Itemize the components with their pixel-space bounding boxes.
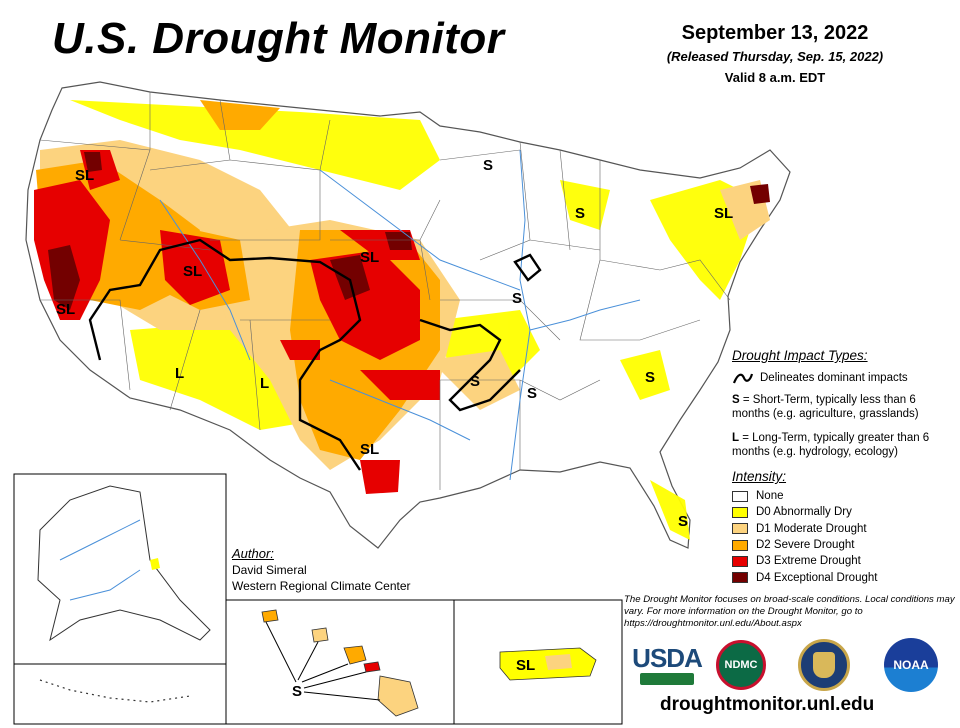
label-l-nevada: L: [175, 365, 184, 382]
website-link[interactable]: droughtmonitor.unl.edu: [660, 694, 875, 715]
short-term-note: S = Short-Term, typically less than 6 mo…: [732, 393, 954, 421]
intensity-label: D0 Abnormally Dry: [756, 506, 852, 519]
impact-types-heading: Drought Impact Types:: [732, 348, 868, 363]
intensity-row: D3 Extreme Drought: [732, 553, 954, 569]
intensity-list: None D0 Abnormally Dry D1 Moderate Drought…: [732, 488, 954, 586]
intensity-heading: Intensity:: [732, 469, 787, 484]
state-borders: [39, 92, 731, 490]
delineation-line-icon: [732, 373, 754, 384]
intensity-label: D2 Severe Drought: [756, 539, 855, 552]
author-heading: Author:: [232, 546, 274, 561]
commerce-seal-logo[interactable]: [795, 639, 853, 691]
impact-lines: [88, 238, 542, 471]
intensity-swatch: [732, 506, 748, 518]
intensity-row: D2 Severe Drought: [732, 537, 954, 553]
valid-time: Valid 8 a.m. EDT: [724, 70, 826, 85]
label-sl-texas: SL: [360, 441, 379, 458]
label-l-newmexico: L: [260, 375, 269, 392]
label-sl-california: SL: [56, 301, 75, 318]
short-term-text: = Short-Term, typically less than 6 mont…: [732, 394, 919, 420]
ndmc-logo[interactable]: NDMC: [712, 640, 770, 690]
label-s-mississippi: S: [527, 385, 537, 402]
intensity-swatch: [732, 572, 748, 584]
author-affiliation: Western Regional Climate Center: [232, 579, 411, 593]
aleutian-islands: [39, 679, 191, 703]
alaska-aleutian-inset: [13, 663, 227, 725]
disclaimer-text: The Drought Monitor focuses on broad-sca…: [624, 594, 955, 629]
label-s-illinois: S: [512, 290, 522, 307]
intensity-label: D4 Exceptional Drought: [756, 571, 878, 584]
long-term-key: L: [732, 432, 740, 444]
label-sl-oregon: SL: [75, 167, 94, 184]
intensity-label: D1 Moderate Drought: [756, 522, 867, 535]
intensity-row: D0 Abnormally Dry: [732, 504, 954, 520]
intensity-row: D1 Moderate Drought: [732, 521, 954, 537]
label-s-minnesota: S: [483, 157, 493, 174]
intensity-label: None: [756, 490, 784, 503]
label-s-florida: S: [678, 513, 688, 530]
delineation-legend-row: Delineates dominant impacts: [732, 371, 954, 385]
long-term-note: L = Long-Term, typically greater than 6 …: [732, 431, 954, 459]
legend: Drought Impact Types: Delineates dominan…: [732, 348, 954, 586]
label-sl-nebraska: SL: [360, 249, 379, 266]
label-s-carolinas: S: [645, 369, 655, 386]
intensity-swatch: [732, 555, 748, 567]
hawaii-islands: [261, 609, 419, 717]
delineation-label: Delineates dominant impacts: [760, 372, 908, 384]
hawaii-inset: [225, 599, 455, 725]
intensity-label: D3 Extreme Drought: [756, 555, 861, 568]
label-sl-northeast: SL: [714, 205, 733, 222]
alaska-shape: [37, 485, 211, 642]
label-sl-idaho: SL: [183, 263, 202, 280]
d4-areas: [48, 152, 770, 310]
release-date: (Released Thursday, Sep. 15, 2022): [666, 49, 884, 64]
usda-logo-bar: [640, 673, 694, 685]
intensity-row: D4 Exceptional Drought: [732, 569, 954, 585]
label-s-michigan: S: [575, 205, 585, 222]
usda-logo[interactable]: USDA: [632, 640, 703, 690]
impact-labels: SL SL SL SL SL SL L L S S S S S S S: [56, 157, 733, 530]
intensity-row: None: [732, 488, 954, 504]
intensity-swatch: [732, 490, 748, 502]
label-s-hawaii: S: [292, 683, 302, 700]
label-sl-puerto-rico: SL: [516, 657, 535, 674]
author-name: David Simeral: [232, 563, 307, 577]
short-term-key: S: [732, 394, 740, 406]
author-block: Author: David Simeral Western Regional C…: [232, 546, 411, 594]
rivers: [159, 149, 641, 481]
hawaii-leader-lines: [265, 621, 381, 701]
noaa-logo-text: NOAA: [884, 638, 938, 692]
noaa-logo[interactable]: NOAA: [882, 638, 940, 692]
date-block: September 13, 2022 (Released Thursday, S…: [640, 22, 910, 85]
intensity-swatch: [732, 523, 748, 535]
alaska-rivers: [59, 519, 141, 601]
map-title: U.S. Drought Monitor: [52, 14, 505, 63]
commerce-seal: [798, 639, 850, 691]
ndmc-logo-text: NDMC: [716, 640, 766, 690]
alaska-d0-spot: [150, 558, 160, 570]
long-term-text: = Long-Term, typically greater than 6 mo…: [732, 432, 930, 458]
map-date: September 13, 2022: [681, 22, 869, 44]
intensity-swatch: [732, 539, 748, 551]
eagle-shield-icon: [813, 652, 835, 678]
puerto-rico-d1: [545, 654, 572, 670]
label-s-arkansas: S: [470, 373, 480, 390]
usda-logo-text: USDA: [632, 643, 703, 673]
